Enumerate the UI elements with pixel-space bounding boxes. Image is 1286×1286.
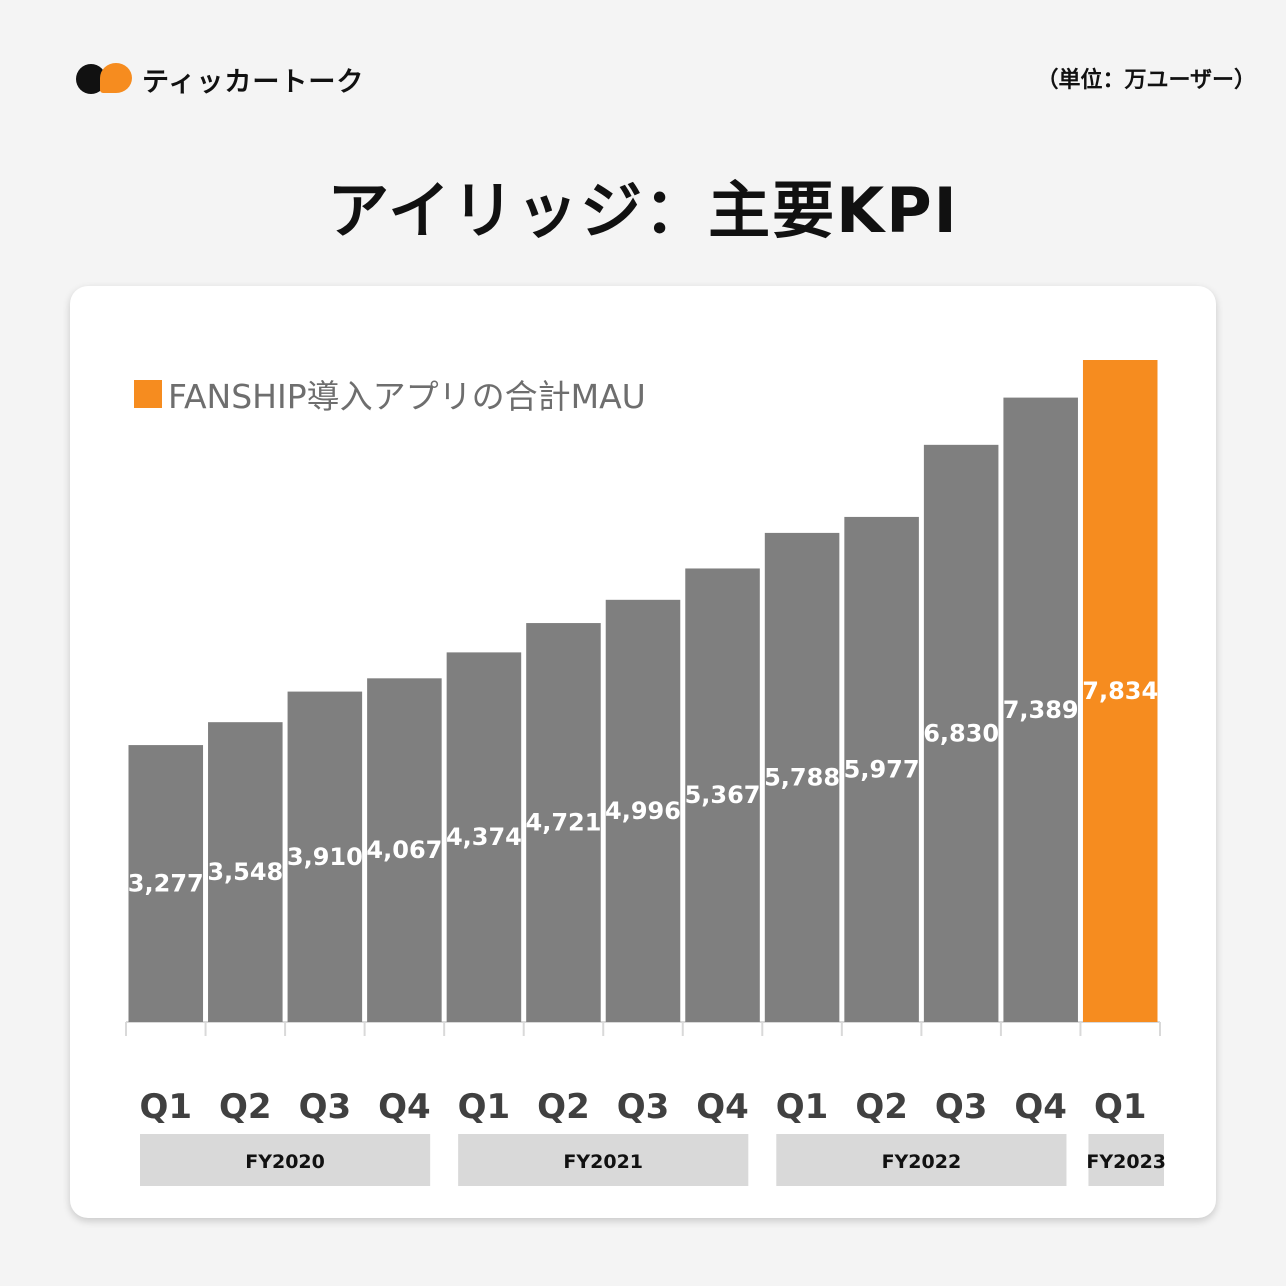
data-label: 5,977 bbox=[844, 755, 920, 783]
fiscal-year-band bbox=[140, 1134, 431, 1186]
logo-bubbles-icon bbox=[76, 61, 138, 97]
bar bbox=[1082, 360, 1158, 1022]
legend-label: FANSHIP導入アプリの合計MAU bbox=[168, 377, 646, 416]
page-title: アイリッジ：主要KPI bbox=[327, 174, 959, 247]
fiscal-year-band bbox=[1088, 1134, 1164, 1186]
data-label: 3,910 bbox=[287, 843, 363, 871]
data-label: 6,830 bbox=[923, 719, 999, 747]
data-label: 4,067 bbox=[366, 836, 442, 864]
x-tick-label: Q3 bbox=[617, 1087, 670, 1127]
bar bbox=[764, 532, 840, 1022]
data-label: 7,389 bbox=[1003, 696, 1079, 724]
x-tick-label: Q1 bbox=[776, 1087, 829, 1127]
bar bbox=[526, 623, 601, 1022]
x-tick-label: Q1 bbox=[139, 1087, 192, 1127]
x-tick-label: Q4 bbox=[696, 1087, 749, 1127]
bar bbox=[844, 516, 919, 1022]
logo-text: ティッカートーク bbox=[142, 66, 365, 98]
data-label: 4,374 bbox=[446, 823, 522, 851]
x-tick-label: Q1 bbox=[1094, 1087, 1147, 1127]
chart-legend: FANSHIP導入アプリの合計MAU bbox=[134, 370, 646, 418]
fiscal-year-label: FY2023 bbox=[1086, 1151, 1166, 1173]
fiscal-year-label: FY2021 bbox=[563, 1151, 643, 1173]
x-tick-label: Q4 bbox=[378, 1087, 431, 1127]
data-label: 3,277 bbox=[128, 870, 204, 898]
fiscal-year-label: FY2022 bbox=[882, 1151, 962, 1173]
x-tick-label: Q3 bbox=[299, 1087, 352, 1127]
fiscal-year-band bbox=[458, 1134, 749, 1186]
data-label: 5,788 bbox=[764, 763, 840, 791]
data-label: 4,996 bbox=[605, 797, 681, 825]
bar bbox=[685, 568, 760, 1022]
bar bbox=[287, 691, 363, 1022]
bar-chart: 3,277 Q1 3,548 Q2 3,910 Q3 4,067 Q4 4,374 Q1 4,721… bbox=[125, 360, 1166, 1186]
chart-card: 3,277 Q1 3,548 Q2 3,910 Q3 4,067 Q4 4,374 Q1 4,721… bbox=[70, 286, 1216, 1218]
brand-logo: ティッカートーク bbox=[76, 60, 364, 98]
x-tick-label: Q2 bbox=[219, 1087, 272, 1127]
x-tick-label: Q1 bbox=[458, 1087, 511, 1127]
bar bbox=[208, 722, 283, 1022]
bar bbox=[1003, 397, 1078, 1023]
bar bbox=[923, 444, 999, 1023]
x-tick-label: Q2 bbox=[537, 1087, 590, 1127]
bar bbox=[446, 652, 522, 1022]
fiscal-year-label: FY2020 bbox=[245, 1151, 325, 1173]
unit-label: （単位：万ユーザー） bbox=[1036, 68, 1256, 93]
data-label: 5,367 bbox=[685, 781, 761, 809]
bar bbox=[367, 678, 442, 1022]
x-tick-label: Q2 bbox=[855, 1087, 908, 1127]
x-tick-label: Q3 bbox=[935, 1087, 988, 1127]
bar bbox=[605, 599, 681, 1022]
x-tick-label: Q4 bbox=[1014, 1087, 1067, 1127]
data-label: 7,834 bbox=[1082, 677, 1158, 705]
bar bbox=[128, 745, 204, 1022]
legend-swatch bbox=[134, 380, 162, 408]
fiscal-year-band bbox=[776, 1134, 1067, 1186]
data-label: 4,721 bbox=[526, 809, 602, 837]
data-label: 3,548 bbox=[207, 858, 283, 886]
